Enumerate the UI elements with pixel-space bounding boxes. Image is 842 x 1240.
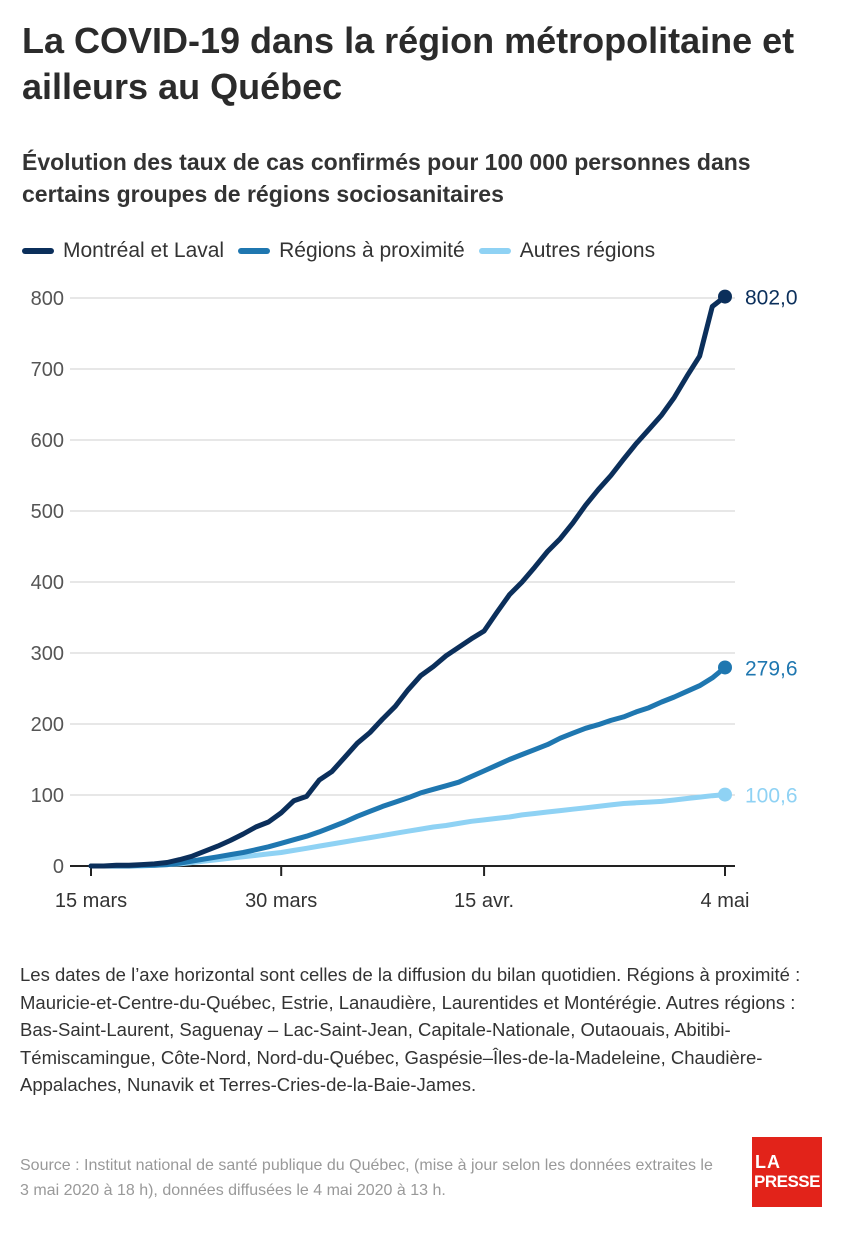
- legend-swatch-regions-proximite: [238, 248, 271, 254]
- y-tick-label: 0: [53, 856, 64, 878]
- y-tick-label: 800: [31, 288, 64, 310]
- chart-title: La COVID-19 dans la région métropolitain…: [22, 20, 795, 107]
- la-presse-logo: LA PRESSE: [752, 1137, 822, 1207]
- y-tick-label: 700: [31, 359, 64, 381]
- legend-item-regions-proximite: Régions à proximité: [238, 239, 465, 263]
- x-tick-label: 30 mars: [245, 890, 317, 912]
- legend-label-autres-regions: Autres régions: [519, 239, 656, 262]
- y-tick-label: 200: [31, 714, 64, 736]
- series-lines: [88, 289, 732, 869]
- logo-line-1: LA: [755, 1152, 781, 1172]
- y-axis-ticks: 0 100 200 300 400 500 600 700 800: [31, 288, 64, 878]
- series-line-regions-a-proximite: [88, 665, 728, 869]
- legend-label-montreal-laval: Montréal et Laval: [63, 239, 225, 262]
- legend-swatch-autres-regions: [478, 248, 511, 254]
- legend: Montréal et Laval Régions à proximité Au…: [22, 236, 669, 266]
- y-tick-label: 500: [31, 501, 64, 523]
- y-tick-label: 400: [31, 572, 64, 594]
- x-tick-label: 15 avr.: [454, 890, 514, 912]
- end-point-montreal-et-laval: [718, 289, 732, 304]
- x-axis-ticks: 15 mars 30 mars 15 avr. 4 mai: [55, 866, 750, 912]
- legend-swatch-montreal-laval: [22, 248, 54, 254]
- y-tick-label: 100: [31, 785, 64, 807]
- legend-item-autres-regions: Autres régions: [478, 239, 656, 263]
- line-chart: 0 100 200 300 400 500 600 700 800 15 mars 30 mars…: [31, 287, 798, 912]
- source-note: Source : Institut national de santé publ…: [20, 1157, 713, 1199]
- y-tick-label: 600: [31, 430, 64, 452]
- logo-line-2: PRESSE: [754, 1172, 820, 1191]
- end-label-montreal-et-laval: 802,0: [745, 287, 798, 310]
- end-value-labels: 100,6 279,6 802,0: [745, 287, 798, 808]
- legend-item-montreal-laval: Montréal et Laval: [22, 239, 224, 263]
- chart-notes: Les dates de l’axe horizontal sont celle…: [20, 964, 801, 1095]
- x-tick-label: 4 mai: [701, 890, 750, 912]
- end-point-autres-regions: [718, 787, 732, 802]
- end-label-regions-a-proximite: 279,6: [745, 657, 798, 680]
- end-label-autres-regions: 100,6: [745, 785, 798, 808]
- series-line-montreal-et-laval: [88, 294, 728, 869]
- end-point-regions-a-proximite: [718, 660, 732, 675]
- x-tick-label: 15 mars: [55, 890, 127, 912]
- legend-label-regions-proximite: Régions à proximité: [279, 239, 465, 262]
- gridlines: [70, 297, 735, 867]
- y-tick-label: 300: [31, 643, 64, 665]
- chart-subtitle: Évolution des taux de cas confirmés pour…: [22, 149, 751, 207]
